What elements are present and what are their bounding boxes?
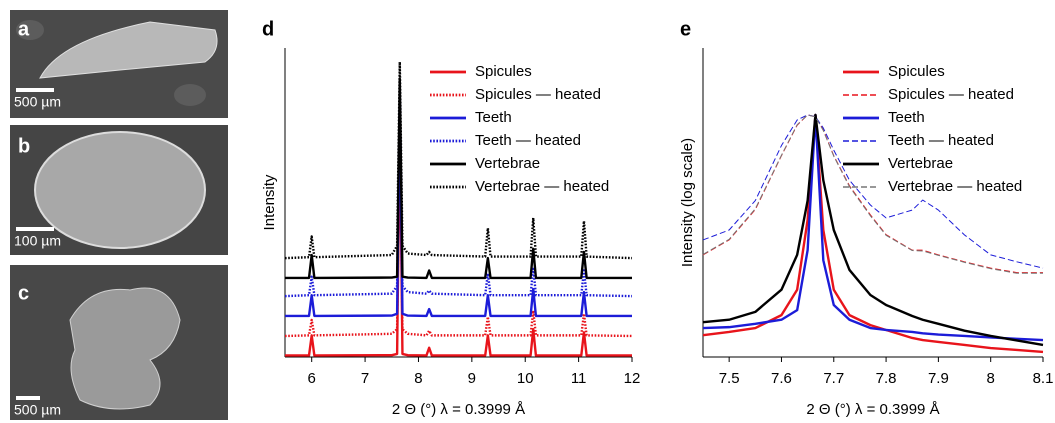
legend-label: Vertebrae xyxy=(888,155,953,172)
legend-label: Spicules xyxy=(888,63,945,80)
x-tick-label: 7.7 xyxy=(823,370,844,387)
x-tick-label: 7 xyxy=(361,370,369,387)
series-line xyxy=(284,93,633,298)
series-line xyxy=(285,124,632,357)
x-axis-label: 2 Θ (°) λ = 0.3999 Å xyxy=(806,401,939,418)
series-line xyxy=(702,114,1043,274)
x-tick-label: 11 xyxy=(571,370,587,387)
legend-label: Spicules xyxy=(475,63,532,80)
sem-panels: a 500 µm b 100 µm c 500 µm xyxy=(10,10,228,420)
x-tick-label: 12 xyxy=(624,370,641,387)
x-tick-label: 7.5 xyxy=(719,370,740,387)
scale-label: 500 µm xyxy=(14,402,61,418)
x-tick-label: 8 xyxy=(987,370,995,387)
vertebra xyxy=(69,287,181,410)
panel-label: c xyxy=(18,282,29,304)
panel-label: d xyxy=(262,18,274,40)
legend-label: Teeth xyxy=(475,109,512,126)
legend-label: Vertebrae xyxy=(475,155,540,172)
x-tick-label: 8.1 xyxy=(1033,370,1054,387)
legend-label: Teeth xyxy=(888,109,925,126)
x-tick-label: 7.9 xyxy=(928,370,949,387)
y-axis-label: Intensity xyxy=(261,174,278,230)
series-line xyxy=(702,113,1044,347)
legend-label: Spicules — heated xyxy=(888,86,1014,103)
x-axis-label: 2 Θ (°) λ = 0.3999 Å xyxy=(392,401,525,418)
legend-label: Spicules — heated xyxy=(475,86,601,103)
series-line xyxy=(285,77,632,280)
legend-label: Teeth — heated xyxy=(888,132,994,149)
legend-label: Vertebrae — heated xyxy=(888,178,1022,195)
panel-label: b xyxy=(18,135,30,157)
x-tick-label: 7.6 xyxy=(771,370,792,387)
legend-label: Vertebrae — heated xyxy=(475,178,609,195)
x-tick-label: 6 xyxy=(308,370,316,387)
scale-label: 100 µm xyxy=(14,233,61,249)
x-tick-label: 10 xyxy=(517,370,534,387)
texture xyxy=(174,84,206,106)
x-tick-label: 7.8 xyxy=(876,370,897,387)
x-tick-label: 8 xyxy=(414,370,422,387)
series-line xyxy=(285,102,632,318)
scale-label: 500 µm xyxy=(14,94,61,110)
panel-label: a xyxy=(18,18,30,40)
spicule xyxy=(39,21,218,79)
x-tick-label: 9 xyxy=(468,370,476,387)
series-line xyxy=(284,108,633,338)
panel-label: e xyxy=(680,18,691,40)
series-line xyxy=(702,114,1044,269)
y-axis-label: Intensity (log scale) xyxy=(679,138,696,267)
legend-label: Teeth — heated xyxy=(475,132,581,149)
series-line xyxy=(702,113,1044,354)
tooth xyxy=(34,131,206,249)
texture xyxy=(16,20,44,40)
series-line xyxy=(702,113,1044,342)
